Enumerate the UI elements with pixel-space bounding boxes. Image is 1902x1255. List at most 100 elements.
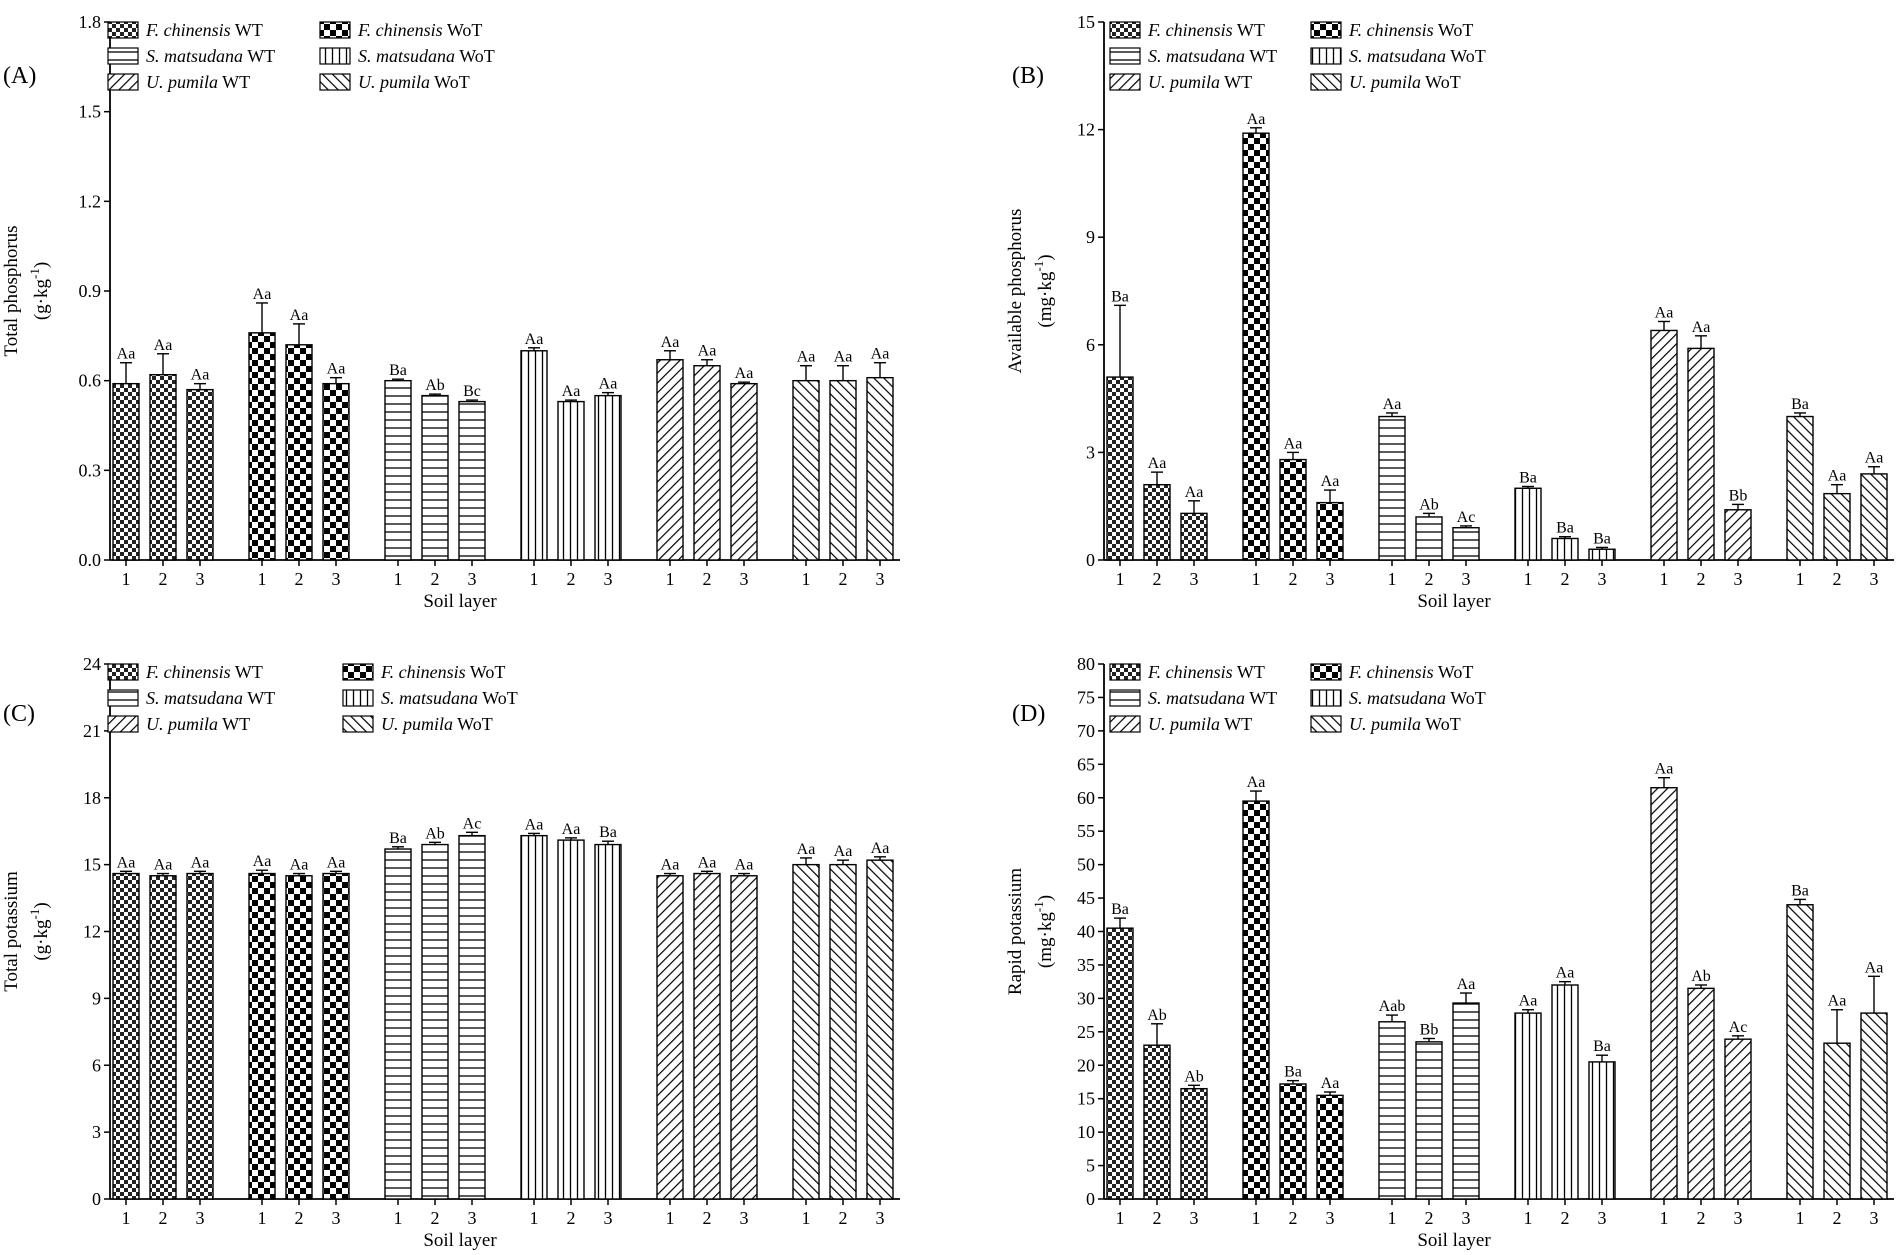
legend-entry: S. matsudana WoT	[381, 688, 518, 708]
x-tick-label: 2	[159, 569, 168, 589]
significance-label: Ba	[389, 362, 407, 379]
bar	[1650, 787, 1678, 1200]
significance-label: Ba	[599, 824, 617, 841]
y-tick-label: 55	[1077, 821, 1095, 841]
significance-label: Aa	[1284, 435, 1303, 452]
bar	[1452, 1002, 1480, 1200]
y-tick-label: 10	[1077, 1122, 1095, 1142]
bar	[1724, 509, 1752, 561]
x-tick-label: 1	[122, 569, 131, 589]
x-tick-label: 1	[1660, 1208, 1669, 1228]
y-tick-label: 9	[92, 988, 101, 1008]
significance-label: Ab	[1691, 968, 1711, 985]
bar	[384, 848, 412, 1200]
significance-label: Aa	[1247, 111, 1266, 128]
y-tick-label: 0.0	[79, 550, 102, 570]
x-tick-label: 3	[332, 1208, 341, 1228]
bar	[693, 872, 721, 1200]
x-tick-label: 1	[530, 569, 539, 589]
y-tick-label: 3	[92, 1122, 101, 1142]
significance-label: Aa	[191, 367, 210, 384]
panel-a: (A) 0.0 0.3 0.6 0.9 1.2 1.5 1.8 Total phosphorus…	[1, 12, 900, 612]
x-tick-label: 2	[567, 1208, 576, 1228]
legend-entry: F. chinensis WoT	[380, 662, 505, 682]
y-tick-label: 15	[83, 855, 101, 875]
legend-entry: F. chinensis WT	[1147, 20, 1265, 40]
x-tick-label: 3	[1598, 1208, 1607, 1228]
significance-label: Aa	[253, 853, 272, 870]
significance-label: Aa	[154, 337, 173, 354]
x-tick-label: 2	[295, 569, 304, 589]
bar	[149, 875, 177, 1200]
x-tick-label: 3	[740, 1208, 749, 1228]
bar	[1860, 1012, 1888, 1200]
significance-label: Aa	[253, 286, 272, 303]
bar	[1588, 548, 1616, 561]
significance-label: Aa	[871, 840, 890, 857]
bar	[557, 839, 585, 1200]
x-axis-title: Soil layer	[1417, 591, 1491, 612]
significance-label: Aa	[1556, 965, 1575, 982]
x-tick-label: 2	[839, 1208, 848, 1228]
bar	[1316, 501, 1344, 561]
bar	[112, 872, 140, 1200]
y-tick-label: 0.9	[79, 281, 102, 301]
bar	[1279, 1083, 1307, 1200]
x-tick-label: 3	[876, 1208, 885, 1228]
bar	[1242, 132, 1270, 561]
y-tick-label: 80	[1077, 654, 1095, 674]
y-axis-title: Rapid potassium	[1005, 868, 1026, 995]
bar	[1452, 527, 1480, 561]
x-axis-title: Soil layer	[423, 1230, 497, 1251]
y-tick-label: 1.2	[79, 191, 102, 211]
significance-label: Ba	[1111, 901, 1129, 918]
legend-entry: U. pumila WoT	[381, 714, 493, 734]
x-tick-label: 2	[839, 569, 848, 589]
bar	[1180, 1087, 1208, 1200]
significance-label: Ab	[1184, 1068, 1204, 1085]
x-tick-label: 3	[196, 569, 205, 589]
significance-label: Ba	[389, 830, 407, 847]
x-axis-title: Soil layer	[423, 591, 497, 612]
bar	[285, 344, 313, 561]
y-tick-label: 0	[1086, 550, 1095, 570]
y-tick-label: 3	[1086, 442, 1095, 462]
legend-swatch	[1109, 47, 1141, 65]
x-tick-label: 3	[740, 569, 749, 589]
x-tick-label: 1	[802, 569, 811, 589]
significance-label: Ab	[425, 377, 445, 394]
legend-entry: U. pumila WT	[1148, 72, 1252, 92]
x-tick-label: 1	[258, 569, 267, 589]
significance-label: Aa	[290, 307, 309, 324]
bar	[1242, 800, 1270, 1200]
x-tick-label: 3	[1326, 1208, 1335, 1228]
x-tick-label: 1	[802, 1208, 811, 1228]
bar	[421, 843, 449, 1200]
legend-swatch	[107, 663, 139, 681]
bar	[1106, 376, 1134, 561]
bar	[1415, 1041, 1443, 1200]
x-tick-label: 2	[1289, 1208, 1298, 1228]
legend-swatch	[1109, 715, 1141, 733]
x-tick-label: 3	[1190, 569, 1199, 589]
significance-label: Aa	[1519, 993, 1538, 1010]
legend-entry: U. pumila WoT	[1349, 714, 1461, 734]
significance-label: Aa	[871, 346, 890, 363]
bar	[458, 834, 486, 1200]
bar	[1687, 987, 1715, 1200]
bar	[1786, 415, 1814, 561]
significance-label: Ba	[1593, 530, 1611, 547]
x-tick-label: 2	[703, 569, 712, 589]
significance-label: Bb	[1729, 487, 1748, 504]
bar	[384, 379, 412, 561]
x-tick-label: 2	[567, 569, 576, 589]
significance-label: Aa	[698, 854, 717, 871]
x-tick-label: 3	[332, 569, 341, 589]
bar	[1823, 1042, 1851, 1200]
significance-label: Aa	[1865, 959, 1884, 976]
x-tick-label: 2	[1561, 1208, 1570, 1228]
legend-entry: S. matsudana WT	[146, 46, 275, 66]
y-tick-label: 12	[1077, 120, 1095, 140]
significance-label: Aa	[562, 821, 581, 838]
